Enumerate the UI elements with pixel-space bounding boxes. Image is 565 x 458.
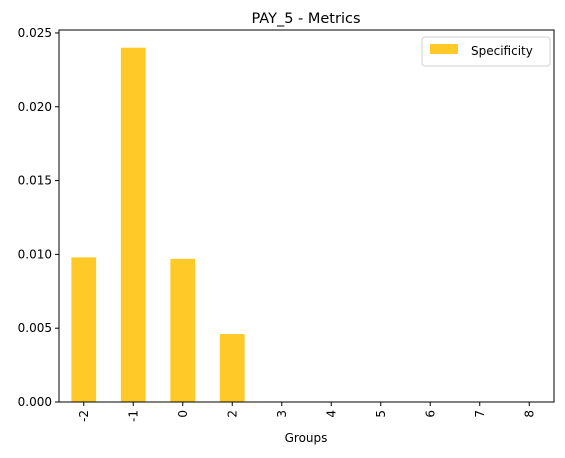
axis-layer: -2 -1 0 2 3 4 5 6 7 8 0.000 0.005 0.010 0.015 0.020 0.0… xyxy=(18,26,555,422)
x-tick-label: -1 xyxy=(126,410,140,422)
x-tick-label: 0 xyxy=(176,410,190,418)
x-tick-label: 8 xyxy=(522,410,536,418)
x-tick-label: 7 xyxy=(473,410,487,418)
y-tick-label: 0.020 xyxy=(18,100,52,114)
x-tick-label: 3 xyxy=(275,410,289,418)
y-tick-label: 0.015 xyxy=(18,174,52,188)
x-axis-label: Groups xyxy=(285,431,328,445)
bar--1 xyxy=(120,47,146,402)
x-tick-label: 5 xyxy=(374,410,388,418)
y-tick-label: 0.010 xyxy=(18,247,52,261)
y-tick-label: 0.025 xyxy=(18,26,52,40)
x-tick-label: 2 xyxy=(225,410,239,418)
legend-swatch xyxy=(430,44,458,54)
legend: Specificity xyxy=(421,36,551,67)
y-tick-label: 0.000 xyxy=(18,395,52,409)
x-tick-label: 4 xyxy=(324,410,338,418)
plot-frame xyxy=(58,29,555,403)
x-tick-label: -2 xyxy=(77,410,91,422)
chart-title: PAY_5 - Metrics xyxy=(251,11,360,27)
y-tick-label: 0.005 xyxy=(18,321,52,335)
x-tick-label: 6 xyxy=(423,410,437,418)
bars-layer xyxy=(71,47,245,402)
bar-2 xyxy=(219,334,245,402)
bar--2 xyxy=(71,257,97,402)
bar-0 xyxy=(170,258,196,402)
legend-label-specificity: Specificity xyxy=(471,44,533,58)
